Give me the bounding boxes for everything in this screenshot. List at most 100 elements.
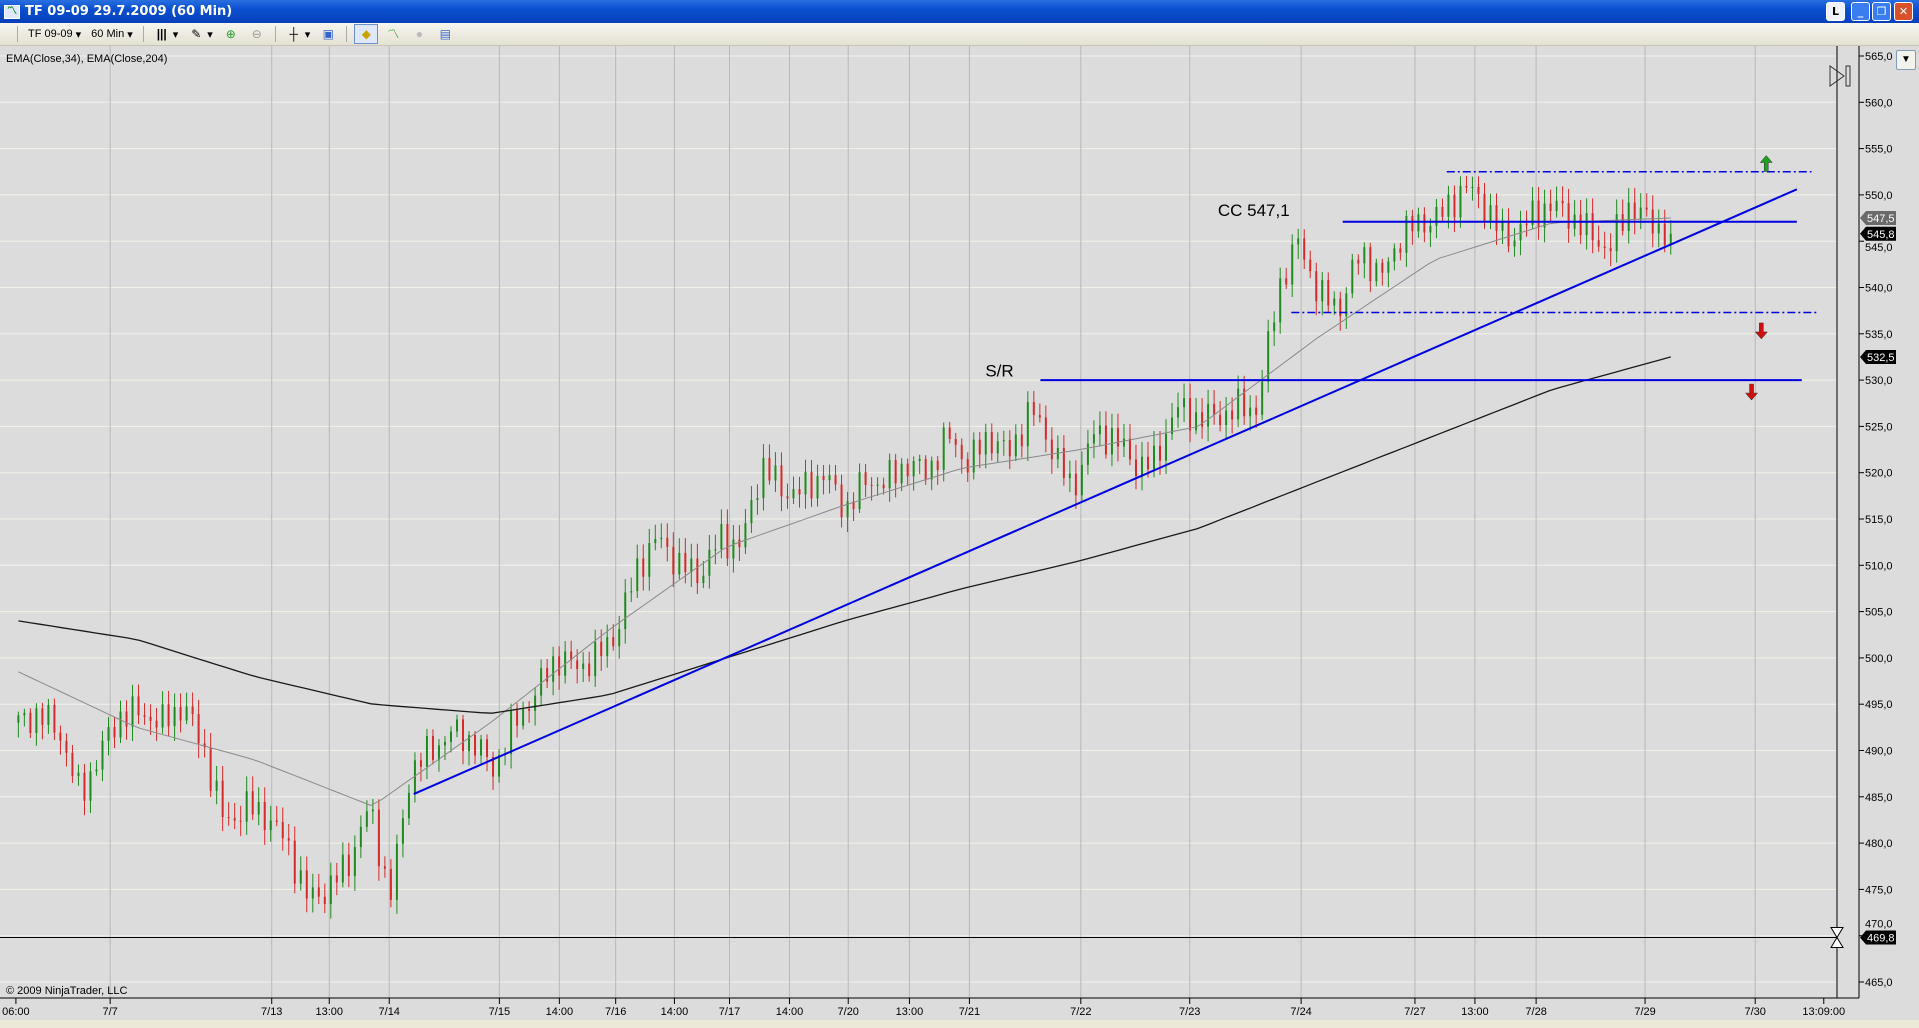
bar-body [443,741,446,746]
bar-body [1597,240,1600,247]
bar-body [1477,186,1480,194]
copyright-text: © 2009 NinjaTrader, LLC [6,985,128,997]
price-bar [654,524,657,551]
price-bar [828,464,831,494]
x-tick-label: 06:00 [2,1006,30,1018]
bar-body [792,489,795,499]
price-bar [1645,193,1648,217]
price-bar [1345,287,1348,329]
price-bar [305,856,308,913]
price-bar [1423,207,1426,243]
bar-body [612,637,615,647]
price-bar [47,698,50,734]
price-bar [149,704,152,735]
chevron-down-icon: ▾ [75,28,82,41]
bar-body [1291,244,1294,285]
bar-body [690,558,693,573]
price-bar [1255,395,1258,428]
y-tick-label: 525,0 [1865,421,1893,433]
crosshair-button[interactable]: ┼ ▾ [283,25,314,43]
price-bar [341,842,344,888]
bar-body [65,740,68,753]
data-box-button[interactable]: ▣ [317,25,339,43]
x-tick-label: 13:00 [1461,1006,1489,1018]
price-bar [1008,430,1011,469]
bar-body [1501,220,1504,231]
x-tick-label: 14:00 [776,1006,804,1018]
bar-body [299,870,302,884]
price-bar [876,477,879,496]
scroll-end-icon [1829,65,1845,87]
price-bar [714,534,717,565]
price-bar [1201,398,1204,439]
bar-body [233,817,236,821]
price-bar [1669,220,1672,255]
price-bar [1183,383,1186,422]
bar-body [996,441,999,454]
price-bar [281,807,284,851]
y-tick-label: 520,0 [1865,468,1893,480]
bar-body [257,802,260,815]
bar-body [528,709,531,711]
bar-body [654,539,657,544]
link-button[interactable]: L [1826,2,1845,21]
instrument-selector[interactable]: TF 09-09 ▾ [25,27,84,42]
bar-body [990,431,993,454]
bar-body [516,710,519,726]
ema-204-line [18,356,1671,714]
simulation-button[interactable]: ● [408,25,430,43]
price-bar [858,463,861,513]
price-bar [1086,429,1089,475]
bar-body [1603,246,1606,249]
price-bar [245,776,248,835]
toolbar-separator [274,26,276,42]
bar-body [1327,279,1330,306]
interval-selector[interactable]: 60 Min ▾ [88,27,136,42]
bar-body [23,712,26,716]
bar-body [191,706,194,715]
price-bar [852,492,855,522]
price-bar [1375,258,1378,287]
bar-body [876,484,879,486]
bar-body [1147,456,1150,470]
draw-tool-button[interactable]: ✎ ▾ [185,25,216,43]
minimize-button[interactable]: _ [1851,2,1870,21]
price-bar [936,456,939,485]
price-bar [1399,243,1402,261]
price-chart[interactable]: 06:00 7/7 7/13 13:00 7/14 7/15 14:00 7/16 14:00 7… [0,46,1919,1020]
indicators-button[interactable]: 〽 [382,25,404,43]
bar-body [906,463,909,477]
properties-button[interactable]: ▤ [434,25,456,43]
x-tick-label: 13:00 [315,1006,343,1018]
bar-body [1249,407,1252,417]
price-bar [1116,413,1119,462]
interval-label: 60 Min [91,28,125,40]
maximize-button[interactable]: ❐ [1872,2,1891,21]
price-bar [1285,267,1288,290]
price-bar [888,453,891,502]
price-bar [846,491,849,532]
bar-body [774,465,777,481]
price-bar [780,452,783,512]
price-bar [29,708,32,738]
price-bar [23,708,26,727]
zoom-in-button[interactable]: ⊕ [220,25,242,43]
price-bar [972,432,975,480]
zoom-out-button[interactable]: ⊖ [246,25,268,43]
y-tick-label: 465,0 [1865,977,1893,989]
zoom-in-icon: ⊕ [225,27,236,41]
chart-menu-dropdown[interactable]: ▼ [1896,50,1916,70]
bar-body [570,651,573,661]
bar-body [161,704,164,728]
bar-body [1098,425,1101,435]
bar-body [1525,223,1528,225]
close-button[interactable]: ✕ [1894,2,1913,21]
bar-type-button[interactable]: ||| ▾ [151,25,182,43]
bar-body [1453,194,1456,218]
bar-body [1153,445,1156,470]
bar-body [702,575,705,584]
strategy-button[interactable]: ◆ [354,24,379,44]
bar-body [1663,223,1666,246]
x-tick-label: 14:00 [546,1006,574,1018]
price-bar [167,690,170,737]
